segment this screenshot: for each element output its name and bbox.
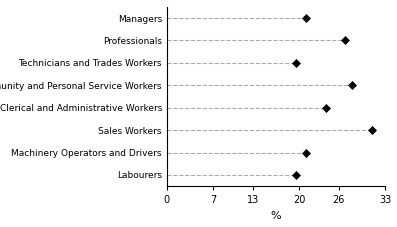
X-axis label: %: % [271,211,281,221]
